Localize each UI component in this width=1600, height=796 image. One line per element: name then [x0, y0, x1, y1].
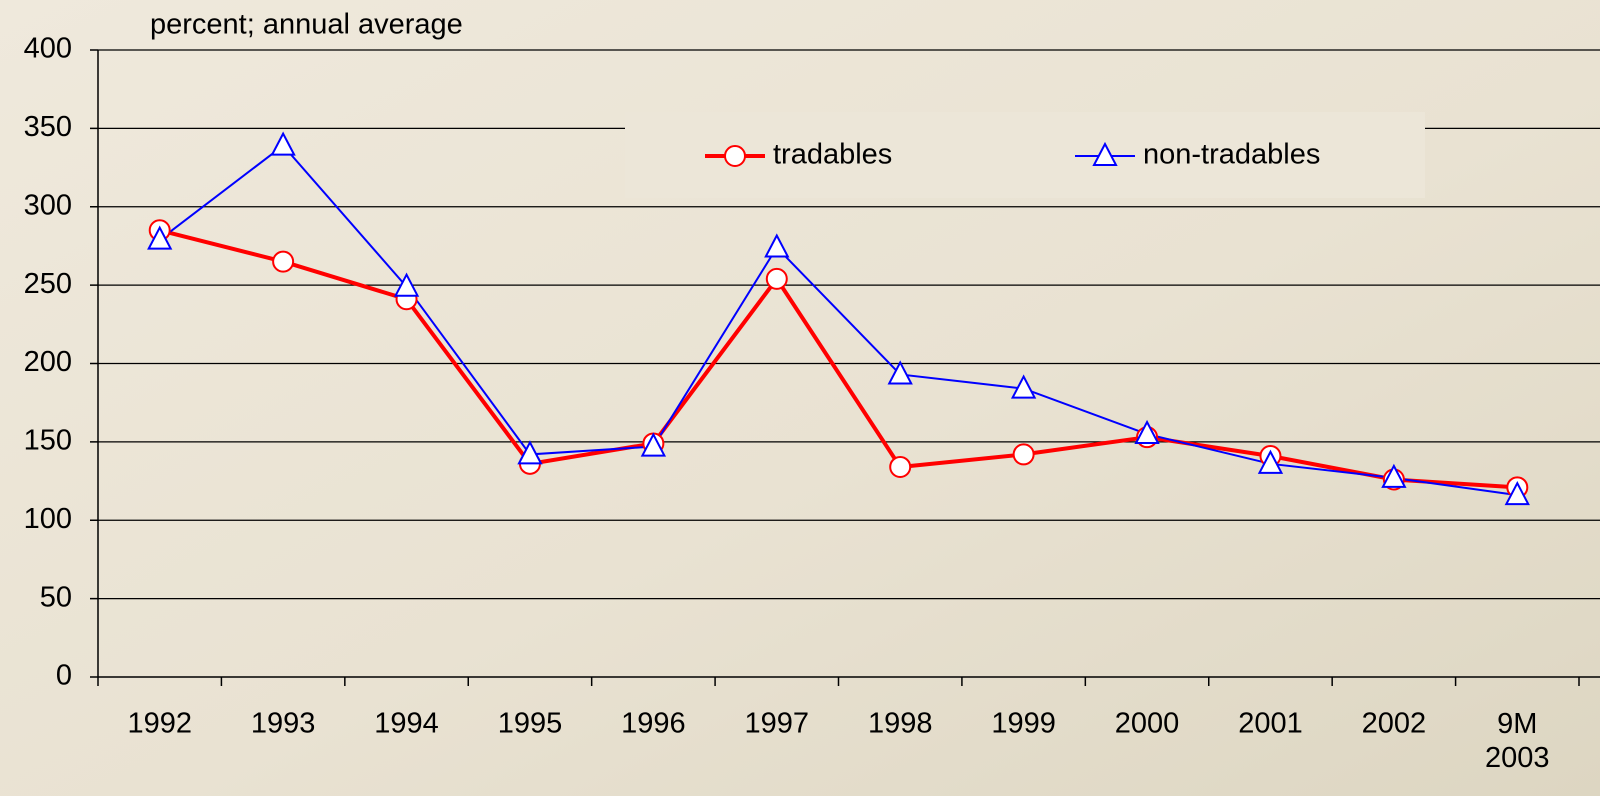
x-tick-label: 1999 [991, 708, 1056, 740]
x-tick-label: 1994 [374, 708, 439, 740]
y-tick-label: 250 [24, 268, 72, 300]
y-tick-label: 400 [24, 33, 72, 65]
x-tick-label: 1992 [127, 708, 192, 740]
marker [767, 269, 787, 289]
y-tick-label: 300 [24, 189, 72, 221]
marker [890, 457, 910, 477]
y-tick-label: 200 [24, 346, 72, 378]
x-tick-label: 1996 [621, 708, 686, 740]
x-tick-label: 2001 [1238, 708, 1303, 740]
page: {"chart_data": {"type": "line", "y_label… [0, 0, 1600, 796]
y-tick-label: 150 [24, 425, 72, 457]
x-tick-label: 1995 [498, 708, 563, 740]
y-tick-label: 50 [40, 581, 72, 613]
x-tick-label: 2000 [1115, 708, 1180, 740]
y-tick-label: 100 [24, 503, 72, 535]
marker [725, 146, 745, 166]
x-tick-label: 1998 [868, 708, 933, 740]
marker [1014, 444, 1034, 464]
x-tick-label: 1993 [251, 708, 316, 740]
y-tick-label: 350 [24, 111, 72, 143]
x-tick-label: 1997 [745, 708, 810, 740]
legend-label: non-tradables [1143, 139, 1320, 171]
chart: percent; annual average 0 50 100 150 200 250 3… [0, 0, 1600, 796]
legend-label: tradables [773, 139, 892, 171]
y-tick-label: 0 [56, 660, 72, 692]
y-axis-label: percent; annual average [150, 9, 463, 41]
marker [273, 252, 293, 272]
legend: tradables non-tradables [625, 112, 1425, 198]
x-tick-label: 2002 [1362, 708, 1427, 740]
